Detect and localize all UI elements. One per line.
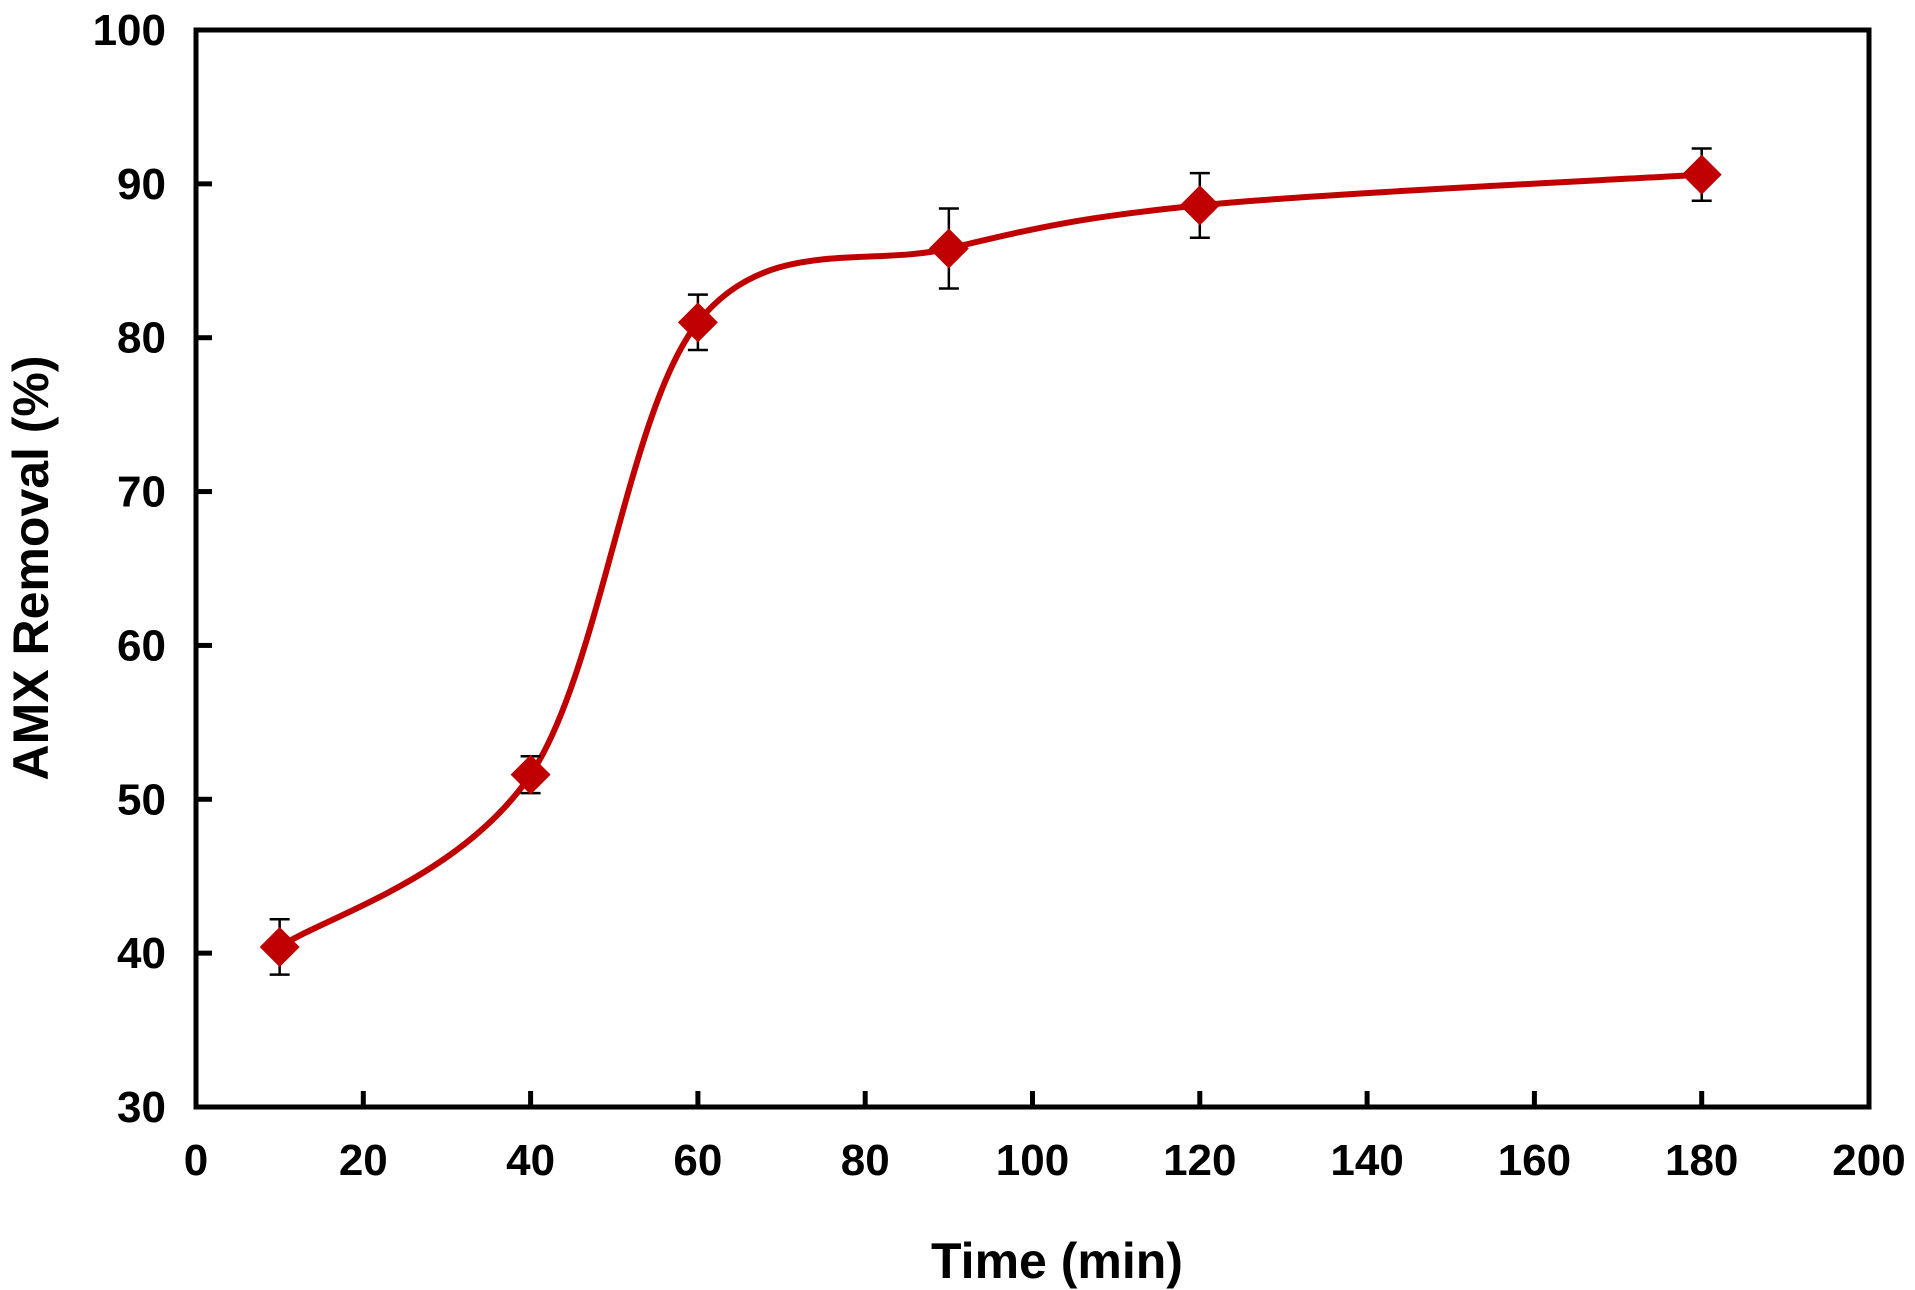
x-tick-label: 200: [1832, 1136, 1905, 1185]
y-tick-label: 90: [117, 160, 166, 209]
data-point: [1179, 185, 1220, 226]
series-layer: [259, 147, 1722, 976]
x-tick-label: 120: [1163, 1136, 1236, 1185]
data-point: [677, 302, 718, 343]
data-point: [928, 228, 969, 269]
x-tick-label: 60: [673, 1136, 722, 1185]
x-axis: 0 20 40 60 80 100 120 140 160 180 200: [184, 1091, 1906, 1185]
y-tick-label: 80: [117, 314, 166, 363]
x-tick-label: 0: [184, 1136, 208, 1185]
y-tick-label: 30: [117, 1083, 166, 1132]
y-tick-label: 60: [117, 621, 166, 670]
y-axis: 30 40 50 60 70 80 90 100: [93, 6, 212, 1132]
y-tick-label: 70: [117, 468, 166, 517]
data-point: [510, 754, 551, 795]
x-axis-title: Time (min): [931, 1233, 1183, 1289]
y-tick-label: 40: [117, 929, 166, 978]
data-point: [1681, 154, 1722, 195]
x-tick-label: 180: [1665, 1136, 1738, 1185]
x-tick-label: 140: [1330, 1136, 1403, 1185]
data-point: [259, 926, 300, 967]
y-tick-label: 100: [93, 6, 166, 55]
x-tick-label: 80: [841, 1136, 890, 1185]
series-line: [277, 171, 1702, 950]
y-tick-label: 50: [117, 775, 166, 824]
y-axis-title: AMX Removal (%): [3, 355, 59, 780]
plot-frame: [193, 27, 1872, 1110]
x-tick-label: 160: [1498, 1136, 1571, 1185]
x-tick-label: 40: [506, 1136, 555, 1185]
x-tick-label: 100: [996, 1136, 1069, 1185]
x-tick-label: 20: [339, 1136, 388, 1185]
